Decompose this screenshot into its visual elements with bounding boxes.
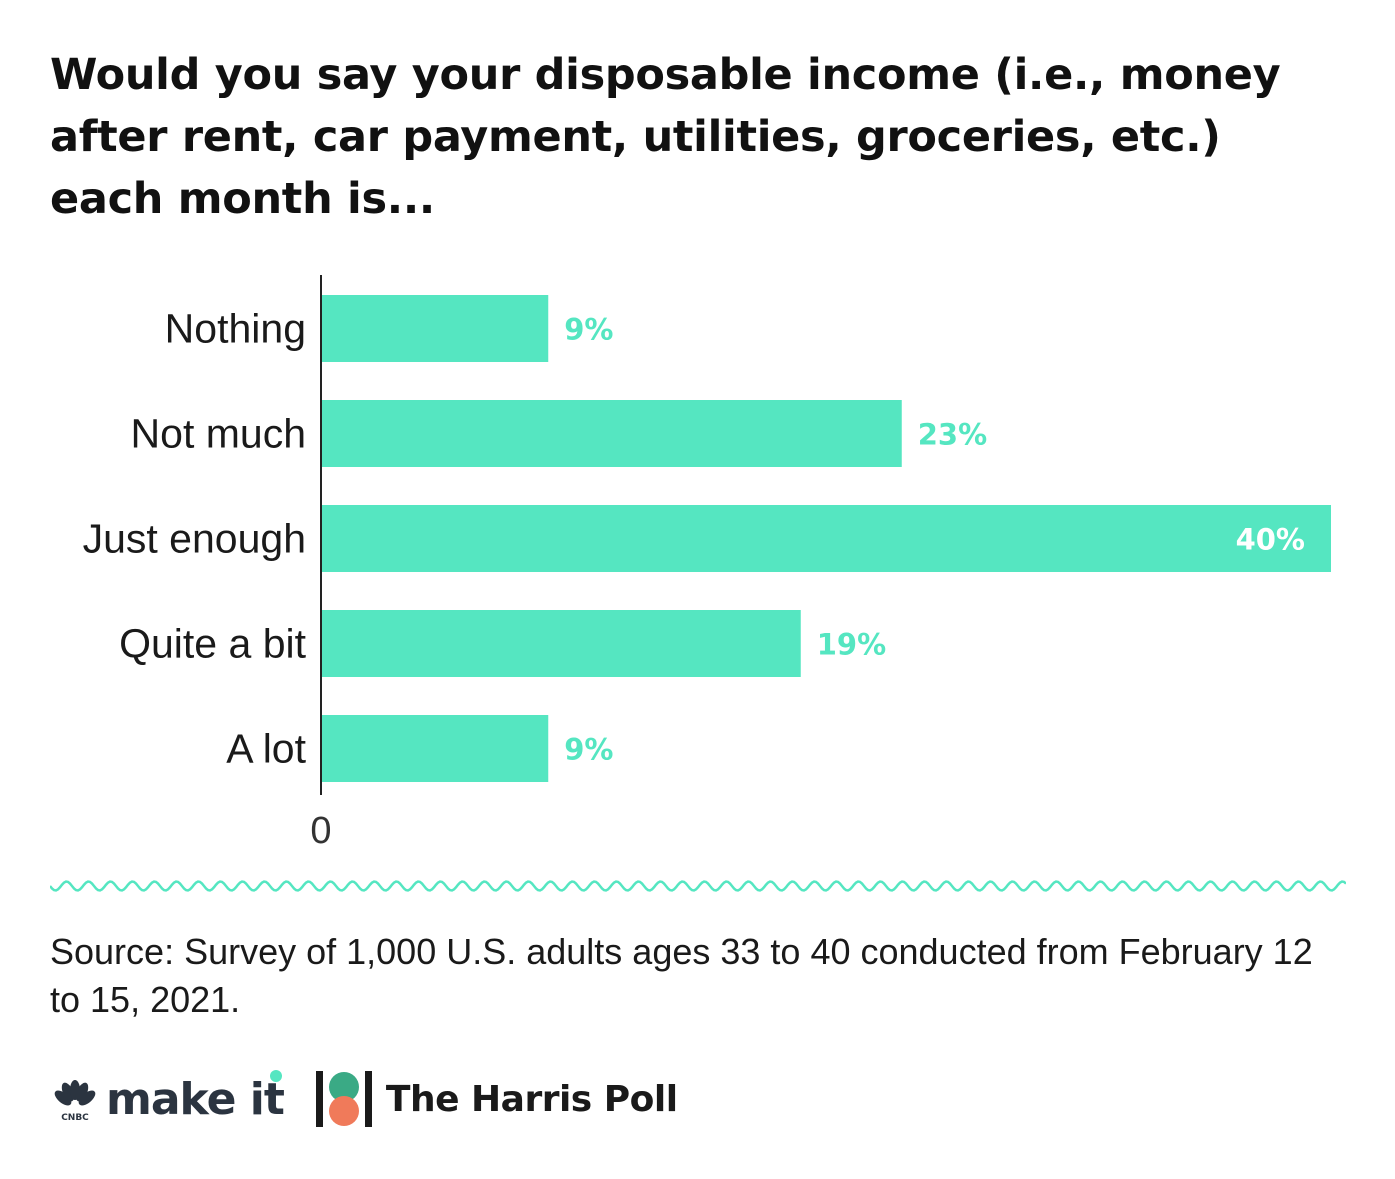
source-note: Source: Survey of 1,000 U.S. adults ages… <box>50 931 1313 1020</box>
category-label: Not much <box>131 411 306 457</box>
bar-nothing <box>321 295 549 362</box>
make-it-text: make it <box>106 1073 285 1125</box>
wave-divider <box>50 880 1346 892</box>
category-label: Quite a bit <box>119 621 306 667</box>
make-it-wordmark: make it <box>106 1069 285 1125</box>
bar-a-lot <box>321 715 549 782</box>
category-label: Just enough <box>83 516 306 562</box>
wave-line <box>50 880 1346 892</box>
cnbc-text: CNBC <box>61 1113 89 1123</box>
cnbc-peacock-icon: CNBC <box>54 1080 96 1123</box>
bar-just-enough <box>321 505 1331 572</box>
value-label: 9% <box>564 313 613 347</box>
harris-poll-logo: The Harris Poll <box>314 1069 678 1129</box>
harris-poll-icon <box>315 1071 372 1127</box>
logo-row: CNBC make it The Harris Poll <box>50 1064 678 1134</box>
category-label: A lot <box>226 726 306 772</box>
bar-chart: Nothing 9% Not much 23% Just enough 40% Quite … <box>83 275 1331 852</box>
x-tick-label: 0 <box>310 810 331 852</box>
bar-quite-a-bit <box>321 610 801 677</box>
bar-not-much <box>321 400 902 467</box>
value-label: 19% <box>817 628 886 662</box>
chart-title: Would you say your disposable income (i.… <box>50 50 1281 224</box>
make-it-dot <box>269 1069 282 1082</box>
harris-poll-text: The Harris Poll <box>385 1078 678 1120</box>
value-label: 9% <box>564 733 613 767</box>
value-label: 23% <box>918 418 987 452</box>
category-label: Nothing <box>165 306 306 352</box>
bars-layer: Nothing 9% Not much 23% Just enough 40% Quite … <box>83 295 1331 782</box>
cnbc-make-it-logo: CNBC make it <box>50 1069 285 1125</box>
x-ticks: 0 <box>310 810 331 852</box>
value-label: 40% <box>1236 523 1305 557</box>
